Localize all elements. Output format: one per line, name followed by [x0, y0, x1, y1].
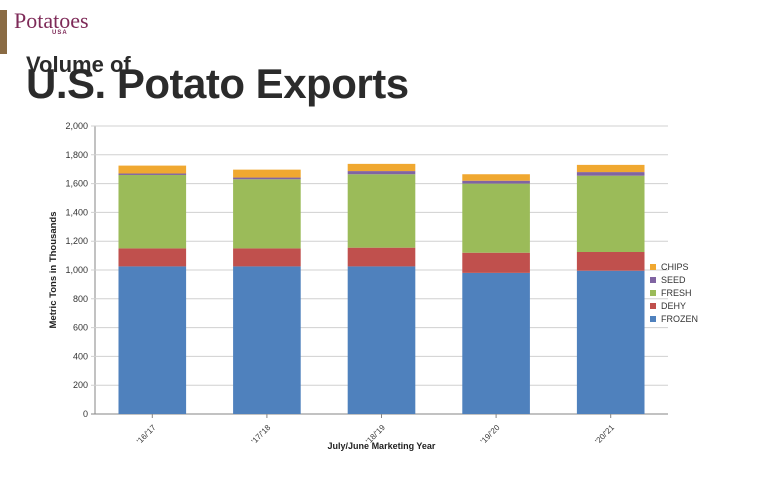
- legend-item-dehy: DEHY: [650, 299, 698, 312]
- legend-swatch: [650, 263, 656, 270]
- bar-chips: [233, 169, 301, 178]
- logo-wordmark: Potatoes: [14, 8, 89, 33]
- accent-bar: [0, 10, 7, 54]
- chart-legend: CHIPS SEED FRESH DEHY FROZEN: [650, 260, 698, 325]
- y-tick-label: 1,800: [65, 150, 88, 160]
- bar-dehy: [576, 252, 645, 271]
- logo-subtext: USA: [52, 30, 68, 36]
- bar-fresh: [118, 174, 187, 249]
- x-tick-label: '19/'20: [479, 423, 502, 446]
- bar-seed: [462, 180, 530, 184]
- legend-item-fresh: FRESH: [650, 286, 698, 299]
- bar-dehy: [347, 247, 416, 267]
- bar-dehy: [233, 248, 301, 267]
- bar-fresh: [347, 174, 416, 248]
- bar-chips: [462, 174, 530, 181]
- y-tick-label: 1,400: [65, 207, 88, 217]
- bar-seed: [576, 172, 645, 176]
- bar-chips: [347, 163, 416, 172]
- legend-swatch: [650, 315, 656, 322]
- legend-swatch: [650, 302, 656, 309]
- x-tick-label: '16/'17: [135, 423, 158, 446]
- potatoes-usa-logo: Potatoes USA: [14, 8, 89, 36]
- page-title: U.S. Potato Exports: [26, 60, 409, 107]
- bar-fresh: [462, 183, 530, 253]
- legend-item-frozen: FROZEN: [650, 312, 698, 325]
- y-tick-label: 400: [73, 351, 88, 361]
- title-line-1: Volume of: [26, 52, 131, 77]
- bar-frozen: [347, 266, 416, 414]
- legend-item-seed: SEED: [650, 273, 698, 286]
- legend-swatch: [650, 289, 656, 296]
- legend-swatch: [650, 276, 656, 283]
- y-tick-label: 200: [73, 380, 88, 390]
- bar-fresh: [576, 175, 645, 252]
- bar-chips: [576, 164, 645, 173]
- bar-fresh: [233, 179, 301, 249]
- y-tick-label: 600: [73, 323, 88, 333]
- legend-label: SEED: [661, 274, 686, 285]
- y-axis-label: Metric Tons in Thousands: [48, 212, 59, 329]
- bar-dehy: [118, 248, 187, 267]
- bar-frozen: [118, 266, 187, 414]
- y-tick-label: 1,000: [65, 265, 88, 275]
- bar-frozen: [462, 272, 530, 414]
- bar-seed: [347, 171, 416, 175]
- y-tick-label: 2,000: [65, 121, 88, 131]
- x-tick-label: '17/'18: [250, 423, 273, 446]
- y-tick-label: 1,200: [65, 236, 88, 246]
- y-tick-label: 800: [73, 294, 88, 304]
- legend-label: FRESH: [661, 287, 692, 298]
- bar-frozen: [576, 270, 645, 414]
- bar-chips: [118, 165, 187, 174]
- bar-dehy: [462, 252, 530, 273]
- y-tick-label: 0: [83, 409, 88, 419]
- bar-seed: [118, 173, 187, 175]
- y-tick-label: 1,600: [65, 179, 88, 189]
- legend-label: CHIPS: [661, 261, 689, 272]
- bar-seed: [233, 177, 301, 180]
- legend-label: DEHY: [661, 300, 687, 311]
- bar-frozen: [233, 266, 301, 414]
- legend-label: FROZEN: [661, 313, 698, 324]
- legend-item-chips: CHIPS: [650, 260, 698, 273]
- x-tick-label: '20/'21: [593, 423, 616, 446]
- x-axis-label: July/June Marketing Year: [328, 441, 436, 451]
